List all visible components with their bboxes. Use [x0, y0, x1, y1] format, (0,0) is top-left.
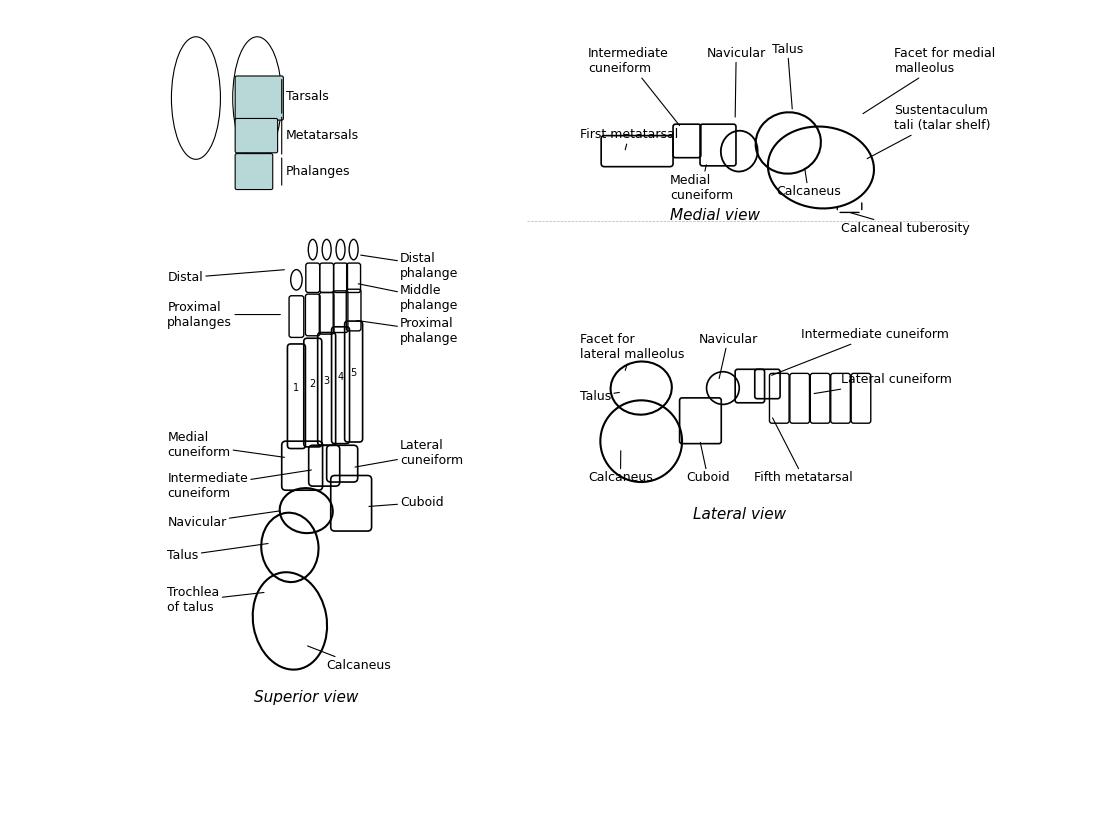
Text: Facet for
lateral malleolus: Facet for lateral malleolus [580, 333, 685, 370]
Text: Medial
cuneiform: Medial cuneiform [670, 165, 733, 202]
Text: 2: 2 [310, 379, 316, 390]
Text: Cuboid: Cuboid [369, 496, 444, 509]
Text: Calcaneus: Calcaneus [589, 451, 652, 484]
FancyBboxPatch shape [235, 118, 278, 153]
Text: Trochlea
of talus: Trochlea of talus [168, 587, 264, 614]
Text: Superior view: Superior view [254, 690, 358, 705]
Text: 5: 5 [350, 368, 357, 378]
Text: Lateral
cuneiform: Lateral cuneiform [355, 440, 463, 467]
Text: Phalanges: Phalanges [285, 165, 350, 178]
Text: Distal: Distal [168, 270, 284, 284]
Text: Middle
phalange: Middle phalange [358, 283, 459, 312]
Text: Navicular: Navicular [168, 511, 281, 529]
Text: Metatarsals: Metatarsals [285, 129, 359, 142]
Text: Navicular: Navicular [698, 333, 758, 378]
Text: Medial
cuneiform: Medial cuneiform [168, 431, 284, 459]
Text: Proximal
phalanges: Proximal phalanges [168, 301, 281, 328]
Text: First metatarsal: First metatarsal [580, 128, 678, 150]
Text: Sustentaculum
tali (talar shelf): Sustentaculum tali (talar shelf) [867, 105, 991, 158]
Text: Calcaneus: Calcaneus [775, 169, 840, 199]
Text: Calcaneal tuberosity: Calcaneal tuberosity [841, 212, 970, 235]
Text: Facet for medial
malleolus: Facet for medial malleolus [863, 47, 996, 114]
Text: Cuboid: Cuboid [686, 443, 730, 484]
Text: Fifth metatarsal: Fifth metatarsal [754, 418, 853, 484]
FancyBboxPatch shape [235, 154, 273, 190]
Text: Talus: Talus [168, 543, 269, 562]
Text: 1: 1 [293, 383, 300, 393]
Text: Navicular: Navicular [706, 47, 765, 117]
Text: Tarsals: Tarsals [285, 90, 329, 103]
Text: Lateral cuneiform: Lateral cuneiform [815, 373, 952, 394]
Text: Medial view: Medial view [670, 208, 760, 223]
Text: Talus: Talus [580, 390, 620, 403]
Text: Proximal
phalange: Proximal phalange [357, 317, 459, 345]
Text: Calcaneus: Calcaneus [308, 646, 392, 672]
Text: Distal
phalange: Distal phalange [360, 252, 459, 279]
Text: Intermediate
cuneiform: Intermediate cuneiform [168, 470, 311, 500]
Text: 3: 3 [323, 376, 330, 386]
Text: Intermediate
cuneiform: Intermediate cuneiform [589, 47, 679, 126]
Text: Lateral view: Lateral view [693, 507, 786, 521]
Text: Intermediate cuneiform: Intermediate cuneiform [772, 328, 949, 375]
FancyBboxPatch shape [235, 76, 283, 120]
Text: Talus: Talus [772, 42, 803, 109]
Text: 4: 4 [338, 372, 344, 382]
